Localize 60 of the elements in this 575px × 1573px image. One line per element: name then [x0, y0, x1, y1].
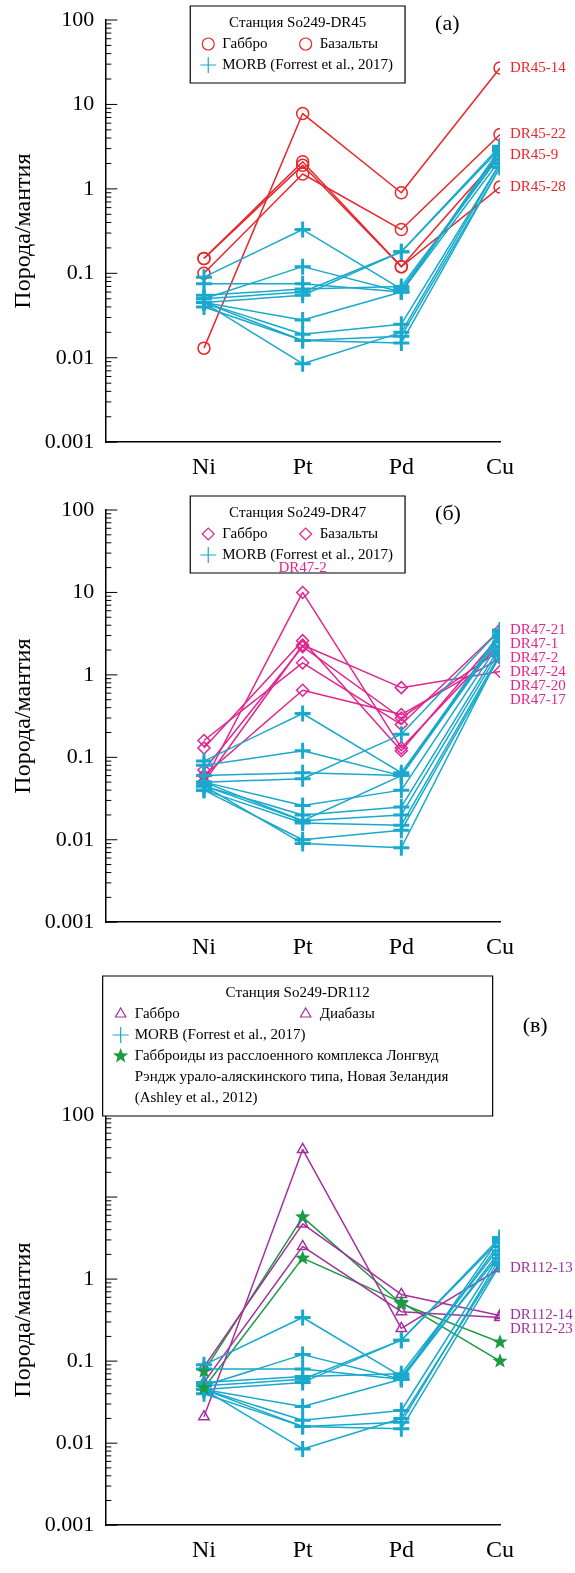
x-tick-label: Ni [191, 1535, 217, 1562]
x-tick-label: Pt [292, 1535, 313, 1562]
y-tick-label: 1 [83, 1264, 95, 1290]
y-tick-label: 100 [61, 5, 95, 31]
legend-title: Станция So249-DR45 [229, 13, 367, 30]
x-tick-label: Pd [388, 932, 414, 959]
annotation: DR45-14 [510, 58, 567, 75]
x-tick-label: Pd [388, 1535, 414, 1562]
annotation: DR45-22 [510, 125, 566, 142]
legend-label: Базальты [319, 34, 379, 51]
legend-label: Базальты [319, 524, 379, 541]
y-axis-title: Порода/мантия [8, 1242, 35, 1398]
legend-label: MORB (Forrest et al., 2017) [134, 1025, 306, 1043]
y-tick-label: 0.01 [55, 343, 95, 369]
annotation: DR45-28 [510, 178, 566, 195]
x-tick-label: Ni [191, 932, 217, 959]
text: (в) [522, 1011, 548, 1037]
annotation: DR112-23 [510, 1320, 573, 1337]
legend-label: MORB (Forrest et al., 2017) [222, 55, 394, 73]
y-tick-label: 1 [83, 660, 95, 686]
y-tick-label: 100 [61, 495, 95, 521]
annotation: DR47-1 [510, 634, 559, 651]
x-tick-label: Pt [292, 932, 313, 959]
y-tick-label: 0.1 [66, 259, 95, 285]
annotation: DR47-20 [510, 676, 566, 693]
annotation: DR47-2 [510, 648, 559, 665]
legend-label: Диабазы [319, 1004, 375, 1021]
annotation: DR45-9 [510, 146, 559, 163]
y-tick-label: 100 [61, 1100, 95, 1126]
y-tick-label: 0.1 [66, 743, 95, 769]
y-tick-label: 10 [72, 578, 95, 604]
y-tick-label: 0.01 [55, 1428, 95, 1454]
annotation: DR112-13 [510, 1259, 573, 1276]
x-tick-label: Cu [485, 1535, 515, 1562]
annotation: DR47-17 [510, 690, 567, 707]
legend-title: Станция So249-DR47 [229, 503, 367, 520]
y-tick-label: 0.01 [55, 825, 95, 851]
y-tick-label: 10 [72, 90, 95, 116]
legend-title: Станция So249-DR112 [225, 983, 370, 1000]
y-axis-title: Порода/мантия [8, 638, 35, 794]
y-tick-label: 1 [83, 174, 95, 200]
x-tick-label: Pt [292, 452, 313, 479]
x-tick-label: Pd [388, 452, 414, 479]
x-tick-label: Cu [485, 932, 515, 959]
y-tick-label: 0.001 [44, 1510, 95, 1536]
y-tick-label: 0.001 [44, 427, 95, 453]
x-tick-label: Ni [191, 452, 217, 479]
annotation: DR47-21 [510, 620, 566, 637]
legend-label: Габбро [134, 1004, 180, 1021]
legend-label: Габбро [222, 524, 268, 541]
annotation: (а) [435, 9, 460, 35]
x-tick-label: Cu [485, 452, 515, 479]
annotation: DR112-14 [510, 1306, 574, 1323]
y-tick-label: 0.1 [66, 1346, 95, 1372]
annotation: (б) [435, 499, 461, 525]
legend-label: Габбро [222, 34, 268, 51]
y-axis-title: Порода/мантия [8, 153, 35, 309]
annotation: DR47-24 [510, 662, 567, 679]
y-tick-label: 0.001 [44, 907, 95, 933]
legend-label: Габброиды из расслоенного комплекса Лонгвуд Рэндж урало-аляскинского типа, Новая Зеландия (Ashley et al., 2012) [134, 1046, 449, 1106]
